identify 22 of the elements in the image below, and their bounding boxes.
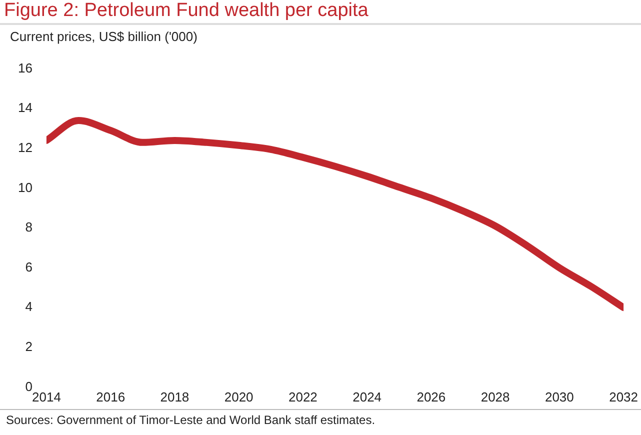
source-note: Sources: Government of Timor-Leste and World Bank staff estimates. xyxy=(0,409,641,430)
y-tick-label: 14 xyxy=(18,100,32,116)
x-tick-label: 2022 xyxy=(288,390,318,405)
y-axis-title: Current prices, US$ billion ('000) xyxy=(9,28,198,46)
x-tick-label: 2028 xyxy=(480,390,510,405)
y-tick-label: 0 xyxy=(25,378,32,394)
x-tick-label: 2020 xyxy=(224,390,254,405)
chart-title: Figure 2: Petroleum Fund wealth per capita xyxy=(0,0,641,25)
x-tick-label: 2016 xyxy=(96,390,126,405)
x-tick-label: 2030 xyxy=(544,390,574,405)
x-tick-label: 2014 xyxy=(32,390,61,405)
y-tick-label: 4 xyxy=(25,299,32,314)
y-tick-label: 12 xyxy=(18,140,32,155)
y-tick-label: 16 xyxy=(18,60,32,76)
x-tick-label: 2026 xyxy=(416,390,446,405)
x-tick-label: 2032 xyxy=(609,390,638,405)
y-tick-label: 6 xyxy=(25,259,32,274)
y-tick-label: 2 xyxy=(25,338,32,354)
y-tick-label: 8 xyxy=(25,220,32,235)
x-tick-label: 2018 xyxy=(160,390,190,405)
x-tick-label: 2024 xyxy=(352,390,382,405)
y-tick-label: 10 xyxy=(18,180,32,195)
